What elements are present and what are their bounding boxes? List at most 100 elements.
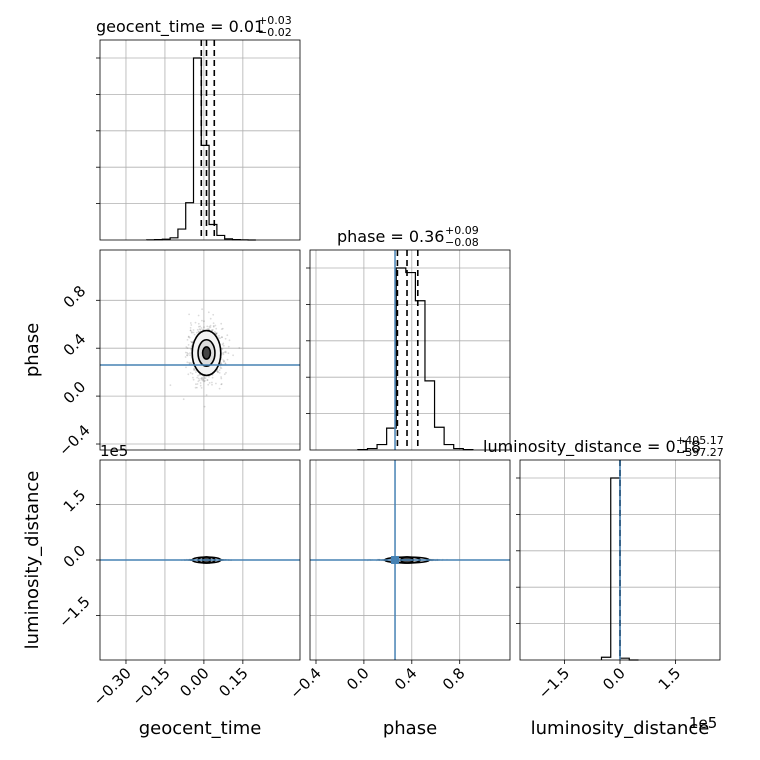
sample-point [169,384,172,387]
sample-point [214,324,217,327]
sample-point [206,328,209,330]
sample-point [221,343,224,346]
sample-point [201,319,203,322]
ytick-label-phase: 0.4 [60,330,90,360]
sample-point [213,330,216,333]
ytick-label-luminosity_distance: −1.5 [55,593,93,631]
sample-point [199,382,202,384]
sample-point [192,378,195,381]
sample-point [220,377,223,380]
panel-luminosity_distance-vs-geocent_time: −1.5 0.0 1.5 −0.30−0.15 0.00 0.15 [55,459,301,709]
sample-point [220,383,223,385]
sample-point [220,383,223,386]
sample-point [189,322,192,324]
sample-point [190,324,193,326]
sample-point [206,379,209,381]
sample-point [212,322,215,325]
sample-point [190,340,192,343]
sample-point [222,353,225,356]
sample-point [189,354,191,356]
sample-point [218,335,220,337]
sample-point [187,353,190,355]
sample-point [199,328,202,331]
sample-point [209,324,212,327]
sample-point [186,347,189,349]
sample-point [204,377,207,379]
sample-point [186,339,189,341]
sample-point [232,354,235,357]
sample-point [215,332,217,334]
title-geocent-time-minus: −0.02 [258,26,292,39]
title-phase-minus: −0.08 [445,236,479,249]
panel-frame [99,459,301,661]
xtick-label-luminosity_distance: 1.5 [655,664,685,694]
sample-point [194,321,197,324]
sample-point [206,379,209,381]
sample-point [221,336,223,339]
sample-point [205,394,208,396]
sample-point [189,361,192,364]
sample-point [182,398,185,401]
sample-point [200,377,202,380]
sample-point [211,329,213,331]
xtick-label-luminosity_distance: −1.5 [535,664,573,702]
title-geocent-time-plus: +0.03 [258,14,292,27]
panel-frame [99,39,301,241]
sample-point [197,330,200,333]
sample-point [195,383,197,386]
sample-point [217,371,220,373]
sample-point [194,386,197,389]
sample-point [218,369,221,371]
sample-point [197,314,200,317]
panel-phase-vs-geocent_time: −0.4 0.0 0.4 0.8 [55,249,301,460]
sample-point [211,383,213,386]
sample-point [212,329,214,331]
sample-point [208,382,211,384]
sample-point [220,328,223,330]
offset-text-y-luminosity-distance: 1e5 [100,442,128,460]
ytick-label-luminosity_distance: 0.0 [60,542,90,572]
xtick-label-geocent_time: −0.30 [90,664,135,709]
sample-point [188,361,191,364]
sample-point [216,332,218,334]
sample-point [197,380,200,383]
sample-point [216,370,219,373]
sample-point [196,328,199,331]
sample-point [186,354,188,356]
sample-point [211,376,214,379]
sample-point [190,331,193,333]
sample-point [215,333,218,335]
ylabel-phase: phase [22,323,43,377]
sample-point [226,334,229,337]
sample-point [226,358,229,361]
panel-frame [309,459,511,661]
sample-point [191,341,194,344]
sample-point [223,351,226,354]
sample-point [212,325,215,328]
sample-point [227,352,230,355]
sample-point [203,326,205,328]
sample-point [208,325,211,328]
sample-point [189,329,192,332]
title-phase-plus: +0.09 [445,224,479,237]
sample-point [209,317,212,320]
sample-point [222,351,225,354]
ytick-label-phase: 0.8 [60,282,90,312]
xtick-label-phase: −0.4 [286,664,324,702]
sample-point [208,375,210,378]
sample-point [224,337,227,340]
sample-point [227,345,230,348]
sample-point [200,387,203,389]
sample-point [185,366,187,369]
title-luminosity-distance-plus: +405.17 [676,434,724,447]
sample-point [201,377,203,379]
sample-point [217,337,220,339]
panel-frame [99,249,301,451]
sample-point [223,360,226,363]
sample-point [193,368,196,370]
ytick-label-phase: −0.4 [55,421,93,459]
panel-frame [309,249,511,451]
sample-point [221,348,224,350]
sample-point [224,362,227,364]
sample-point [192,331,195,334]
